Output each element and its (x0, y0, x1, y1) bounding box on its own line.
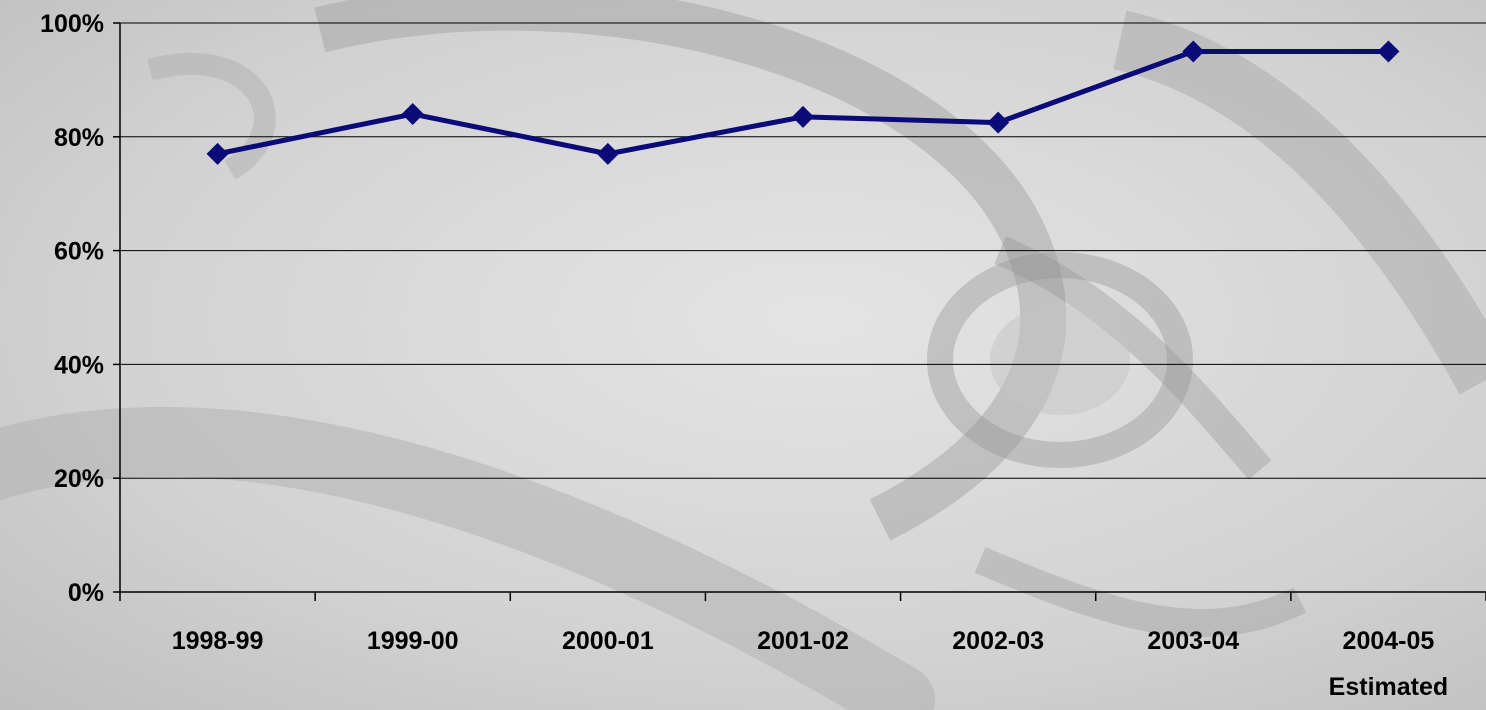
data-point-marker (1377, 40, 1400, 63)
x-tick-label: 2001-02 (757, 627, 849, 655)
x-tick-label: 1999-00 (367, 627, 459, 655)
x-tick-label: 2000-01 (562, 627, 654, 655)
data-point-marker (401, 103, 424, 126)
data-point-marker (1182, 40, 1205, 63)
y-tick-label: 0% (68, 579, 104, 607)
y-tick-label: 20% (54, 465, 104, 493)
x-tick-label: 2004-05 (1343, 627, 1435, 655)
y-tick-label: 80% (54, 124, 104, 152)
gridlines (120, 22, 1486, 479)
data-point-marker (792, 105, 814, 128)
y-tick-label: 60% (54, 238, 104, 266)
x-tick-label: 2002-03 (952, 627, 1044, 655)
data-point-marker (987, 111, 1010, 134)
y-tick-label: 100% (40, 10, 104, 38)
x-tick-label: 2003-04 (1147, 627, 1239, 655)
x-axis-ticks: 1998-99 1999-00 2000-01 2001-02 2002-03 2003-… (119, 592, 1486, 701)
x-tick-sublabel: Estimated (1329, 673, 1448, 701)
x-tick-label: 1998-99 (172, 627, 264, 655)
data-point-marker (596, 142, 619, 165)
data-point-marker (206, 142, 229, 165)
y-tick-label: 40% (54, 351, 104, 379)
y-axis-ticks: 0% 20% 40% 60% 80% 100% (40, 10, 120, 607)
axes (119, 23, 1486, 593)
series-layer (206, 40, 1400, 165)
series-line (217, 48, 1389, 157)
